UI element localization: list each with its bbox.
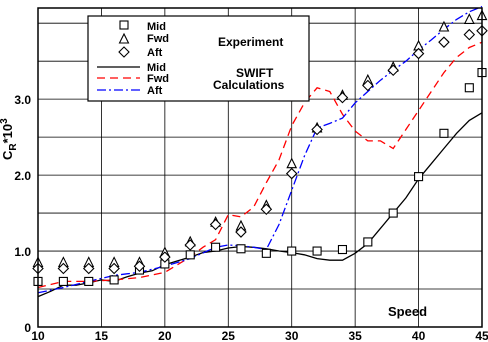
marker-aft	[235, 226, 247, 238]
legend-markers	[97, 20, 140, 91]
marker-mid	[414, 172, 424, 182]
marker-fwd	[438, 20, 450, 32]
x-tick-label: 15	[95, 329, 109, 342]
marker-mid	[109, 275, 119, 285]
marker-aft	[108, 262, 120, 275]
legend-swift-heading: SWIFT	[236, 66, 274, 80]
marker-fwd	[286, 157, 298, 169]
y-tick-label: 3.0	[14, 93, 31, 107]
legend-exp-mid-label: Mid	[147, 21, 166, 33]
y-label-sub: R	[8, 143, 19, 151]
marker-mid	[312, 246, 322, 256]
plot-frame	[37, 7, 483, 328]
marker-aft	[336, 91, 349, 104]
series-line-mid	[37, 112, 483, 298]
legend: Mid Fwd Aft Mid Fwd Aft Experiment SWIFT…	[87, 15, 310, 102]
legend-swift-aft-label: Aft	[147, 85, 163, 97]
marker-aft	[184, 239, 197, 251]
marker-mid	[211, 242, 221, 252]
y-label-sup: 3	[0, 118, 10, 124]
marker-aft	[362, 79, 374, 92]
legend-exp-mid-marker	[119, 20, 129, 30]
marker-aft	[412, 47, 425, 60]
legend-exp-aft-label: Aft	[147, 47, 163, 59]
legend-box	[87, 15, 310, 102]
marker-mid	[439, 128, 449, 138]
y-tick-label: 1.0	[14, 245, 31, 259]
legend-calculations-heading: Calculations	[213, 78, 285, 92]
y-tick-label: 2.0	[14, 169, 31, 183]
marker-mid	[58, 276, 68, 286]
x-tick-label: 40	[412, 329, 426, 342]
marker-mid	[464, 83, 474, 93]
y-axis-label: CR*103	[0, 118, 19, 160]
y-tick-label: 0	[24, 321, 31, 335]
x-tick-label: 10	[31, 329, 45, 342]
x-tick-label: 45	[475, 329, 488, 342]
x-axis-label: Speed	[388, 304, 427, 319]
marker-aft	[57, 262, 70, 275]
marker-aft	[463, 28, 476, 41]
marker-mid	[363, 237, 373, 247]
marker-aft	[387, 64, 399, 77]
marker-aft	[82, 262, 95, 275]
y-label-main: C	[0, 150, 15, 160]
x-tick-label: 35	[348, 329, 362, 342]
marker-mid	[287, 246, 297, 256]
marker-aft	[285, 167, 298, 180]
tick-labels: 10 15 20 25 30 35 40 45 0 1.0 2.0 3.0	[14, 93, 488, 342]
legend-exp-aft-marker	[118, 46, 130, 58]
marker-layer	[32, 9, 488, 286]
marker-aft	[311, 123, 323, 136]
legend-swift-fwd-label: Fwd	[147, 73, 169, 85]
marker-mid	[236, 244, 246, 254]
series-line-aft	[37, 5, 483, 294]
x-tick-label: 20	[158, 329, 172, 342]
legend-swift-mid-label: Mid	[147, 62, 166, 74]
legend-exp-fwd-marker	[118, 32, 130, 44]
y-label-tail: *10	[0, 124, 15, 144]
marker-aft	[133, 260, 146, 273]
legend-exp-fwd-label: Fwd	[147, 33, 169, 45]
marker-aft	[159, 251, 171, 263]
marker-mid	[337, 244, 348, 255]
marker-mid	[388, 208, 398, 218]
x-tick-label: 25	[222, 329, 236, 342]
marker-aft	[260, 203, 273, 216]
marker-mid	[261, 248, 271, 258]
legend-experiment-heading: Experiment	[218, 35, 283, 49]
marker-mid	[185, 250, 195, 260]
marker-aft	[209, 218, 222, 231]
marker-aft	[438, 36, 450, 48]
series-line-fwd	[37, 41, 483, 289]
x-tick-label: 30	[285, 329, 299, 342]
marker-fwd	[463, 13, 475, 24]
marker-mid	[84, 276, 94, 286]
